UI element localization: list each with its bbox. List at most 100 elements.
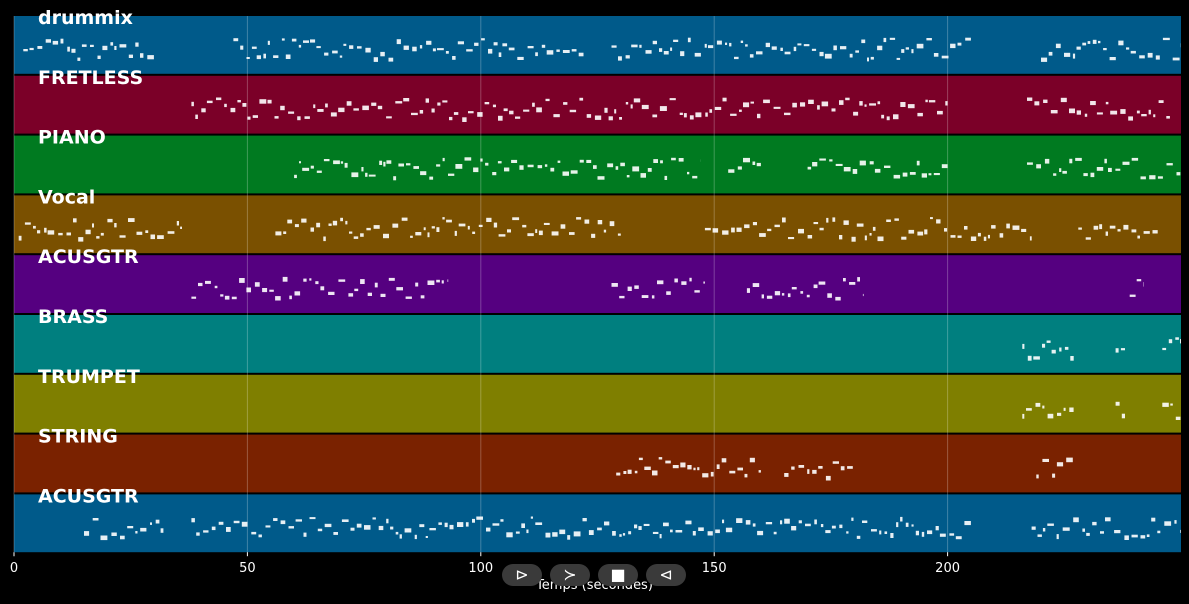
note-mark: [861, 39, 866, 44]
note-mark: [167, 231, 175, 234]
back-button[interactable]: ⊲: [646, 564, 686, 586]
note-mark: [380, 293, 386, 297]
note-mark: [617, 233, 621, 236]
note-mark: [819, 158, 826, 161]
note-mark: [877, 236, 884, 242]
note-mark: [474, 42, 479, 46]
note-mark: [853, 111, 859, 116]
x-tick-label: 100: [468, 561, 493, 576]
note-mark: [652, 470, 658, 476]
note-mark: [864, 104, 867, 107]
note-mark: [763, 99, 770, 104]
note-mark: [1063, 407, 1066, 411]
note-mark: [135, 42, 139, 47]
note-mark: [694, 290, 700, 293]
track-lane: ACUSGTR: [14, 246, 1181, 313]
note-mark: [725, 527, 733, 533]
note-mark: [692, 531, 696, 536]
note-mark: [324, 523, 332, 528]
note-mark: [658, 457, 663, 460]
note-mark: [915, 530, 919, 536]
note-mark: [1148, 109, 1151, 115]
note-mark: [1022, 343, 1025, 349]
note-mark: [619, 295, 625, 299]
note-mark: [498, 52, 502, 57]
note-mark: [365, 172, 368, 177]
note-mark: [527, 164, 534, 168]
track-background: [14, 374, 1181, 433]
note-mark: [807, 166, 812, 170]
note-mark: [862, 520, 868, 523]
note-mark: [328, 291, 335, 295]
note-mark: [645, 50, 652, 54]
note-mark: [1105, 231, 1108, 236]
note-mark: [928, 173, 932, 176]
note-mark: [618, 56, 622, 61]
play-button[interactable]: ⊳: [502, 564, 542, 586]
note-mark: [205, 280, 211, 284]
note-mark: [81, 44, 87, 47]
note-mark: [333, 160, 340, 165]
note-mark: [805, 523, 811, 527]
note-mark: [492, 104, 496, 108]
note-mark: [1037, 534, 1042, 537]
note-mark: [545, 532, 551, 538]
note-mark: [275, 231, 282, 236]
note-mark: [378, 525, 384, 531]
note-mark: [1126, 47, 1130, 50]
note-mark: [924, 229, 928, 235]
note-mark: [616, 472, 621, 476]
note-mark: [1062, 170, 1067, 174]
note-mark: [150, 522, 152, 525]
note-mark: [829, 159, 833, 162]
note-mark: [991, 225, 996, 229]
note-mark: [282, 276, 288, 282]
note-mark: [136, 231, 143, 235]
note-mark: [729, 42, 732, 47]
note-mark: [905, 47, 909, 50]
note-mark: [1084, 113, 1088, 117]
note-mark: [325, 103, 328, 108]
note-mark: [465, 522, 469, 527]
note-mark: [812, 469, 817, 474]
note-mark: [674, 278, 678, 283]
note-mark: [1069, 108, 1075, 114]
note-mark: [119, 235, 126, 238]
note-mark: [664, 175, 668, 180]
note-mark: [395, 101, 403, 104]
note-mark: [90, 44, 94, 47]
note-mark: [1093, 225, 1099, 230]
note-mark: [419, 45, 423, 49]
note-mark: [390, 526, 394, 530]
note-mark: [457, 41, 464, 45]
note-mark: [987, 234, 990, 239]
note-mark: [731, 227, 735, 233]
stop-button[interactable]: ■: [598, 564, 638, 586]
note-mark: [665, 460, 671, 464]
track-lane: ACUSGTR: [14, 485, 1181, 553]
note-mark: [784, 473, 789, 477]
note-mark: [831, 525, 836, 529]
track-lane: BRASS: [14, 306, 1181, 373]
note-mark: [749, 54, 754, 58]
note-mark: [127, 526, 134, 529]
note-mark: [100, 232, 104, 236]
note-mark: [689, 115, 694, 120]
note-mark: [1149, 175, 1156, 180]
note-mark: [559, 529, 566, 535]
note-mark: [239, 278, 245, 283]
note-mark: [1031, 526, 1036, 530]
note-mark: [678, 158, 684, 162]
note-mark: [1172, 57, 1180, 61]
note-mark: [302, 167, 310, 171]
track-label: TRUMPET: [38, 366, 140, 388]
note-mark: [198, 282, 203, 287]
note-mark: [901, 49, 905, 53]
note-mark: [364, 525, 371, 530]
note-mark: [480, 158, 483, 162]
note-mark: [722, 97, 727, 102]
note-mark: [241, 521, 248, 527]
forward-button[interactable]: ≻: [550, 564, 590, 586]
note-mark: [1115, 401, 1120, 406]
note-mark: [970, 236, 977, 241]
